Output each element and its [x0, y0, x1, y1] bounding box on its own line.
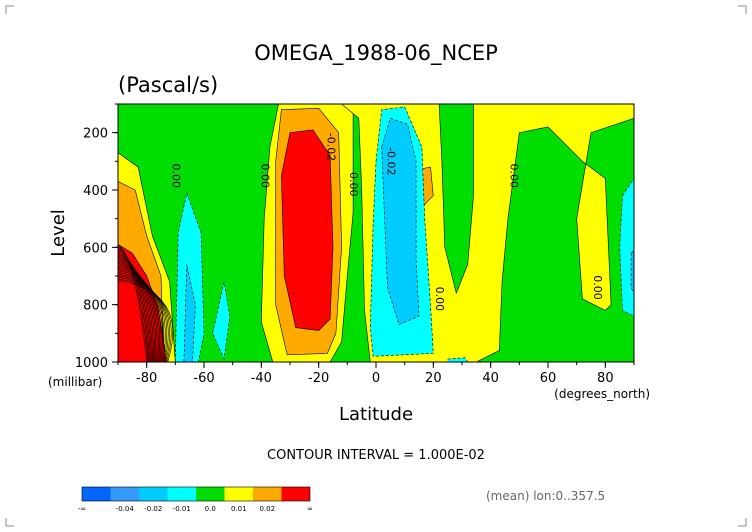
contour-labels: 0.00 0.00 -0.02 0.00 -0.02 0.00 0.00 0.00	[170, 133, 604, 311]
contour-line-17	[118, 273, 168, 362]
colorbar-swatch-2	[139, 487, 168, 501]
contour-line-1	[118, 245, 148, 362]
contour-regions	[118, 104, 634, 362]
colorbar-label-5: 0.01	[231, 505, 247, 513]
x-tick-label-4: 0	[372, 371, 380, 386]
y-tick-label-0: 200	[83, 127, 108, 142]
colorbar: -∞ -0.04 -0.02 -0.01 0.0 0.01 0.02 ∞	[78, 486, 313, 513]
contour-line-18	[118, 275, 169, 362]
x-tick-label-5: 20	[425, 371, 442, 386]
y-axis-unit: (millibar)	[48, 375, 102, 389]
chart-title: OMEGA_1988-06_NCEP	[254, 41, 498, 66]
contour-label-1: 0.00	[258, 163, 271, 188]
colorbar-label-0: -∞	[78, 505, 86, 513]
contour-region-17	[447, 357, 469, 362]
contour-line-13	[118, 266, 162, 362]
colorbar-label-1: -0.04	[116, 505, 135, 513]
colorbar-swatch-3	[167, 487, 196, 501]
colorbar-swatch-4	[196, 487, 225, 501]
contour-label-3: 0.00	[347, 172, 360, 197]
colorbar-frame	[81, 486, 311, 502]
contour-region-9	[438, 104, 474, 295]
contour-region-13	[183, 264, 196, 362]
x-tick-label-0: -80	[136, 371, 157, 386]
x-tick-label-8: 80	[597, 371, 614, 386]
x-axis-unit: (degrees_north)	[554, 387, 650, 401]
y-axis-label: Level	[48, 209, 69, 257]
mean-note: (mean) lon:0..357.5	[486, 489, 605, 503]
contour-line-19	[118, 276, 170, 362]
colorbar-label-2: -0.02	[144, 505, 162, 513]
x-axis-label: Latitude	[339, 404, 413, 425]
contour-line-14	[118, 268, 163, 362]
contour-label-7: 0.00	[591, 275, 604, 300]
colorbar-label-6: 0.02	[259, 505, 275, 513]
contour-region-15	[619, 177, 634, 317]
contour-line-10	[118, 261, 158, 362]
x-tick-label-7: 60	[540, 371, 557, 386]
contour-line-16	[118, 271, 166, 362]
y-tick-label-4: 1000	[75, 356, 108, 371]
colorbar-label-3: -0.01	[173, 505, 191, 513]
contour-line-8	[118, 257, 156, 362]
colorbar-swatch-7	[281, 487, 310, 501]
contour-line-12	[118, 264, 160, 362]
contour-line-5	[118, 252, 152, 362]
y-axis: 200 400 600 800 1000	[75, 103, 118, 371]
x-tick-label-1: -60	[193, 371, 214, 386]
contour-label-0: 0.00	[170, 163, 183, 188]
contour-line-3	[118, 249, 150, 362]
colorbar-swatch-1	[110, 487, 139, 501]
contour-region-16	[630, 249, 634, 294]
x-axis: -80 -60 -40 -20 0 20 40 60 80	[117, 362, 635, 386]
y-tick-label-1: 400	[83, 184, 108, 199]
contour-region-6	[281, 129, 334, 331]
corner-mark-br	[738, 518, 747, 527]
contour-line-20	[118, 278, 172, 362]
corner-mark-tr	[738, 5, 747, 14]
contour-region-14	[212, 281, 231, 361]
contour-line-11	[118, 263, 159, 362]
dense-contour-lines	[118, 244, 174, 362]
colorbar-label-4: 0.0	[205, 505, 216, 513]
contour-label-5: 0.00	[508, 163, 521, 188]
colorbar-label-7: ∞	[307, 505, 313, 513]
y-tick-label-2: 600	[83, 241, 108, 256]
colorbar-swatch-0	[82, 487, 111, 501]
y-tick-label-3: 800	[83, 299, 108, 314]
x-tick-label-2: -40	[251, 371, 272, 386]
contour-line-15	[118, 270, 165, 362]
corner-mark-tl	[5, 5, 14, 14]
chart-subtitle: (Pascal/s)	[118, 73, 218, 97]
contour-label-4: -0.02	[385, 147, 398, 175]
contour-interval: CONTOUR INTERVAL = 1.000E-02	[267, 448, 485, 463]
contour-line-21	[118, 280, 174, 362]
x-tick-label-6: 40	[482, 371, 499, 386]
contour-region-11	[381, 117, 420, 326]
contour-label-6: 0.00	[433, 287, 446, 312]
colorbar-swatch-5	[224, 487, 253, 501]
corner-mark-bl	[5, 518, 14, 527]
x-tick-label-3: -20	[308, 371, 329, 386]
contour-line-9	[118, 259, 157, 362]
contour-label-2: -0.02	[324, 133, 337, 161]
colorbar-swatch-6	[253, 487, 282, 501]
